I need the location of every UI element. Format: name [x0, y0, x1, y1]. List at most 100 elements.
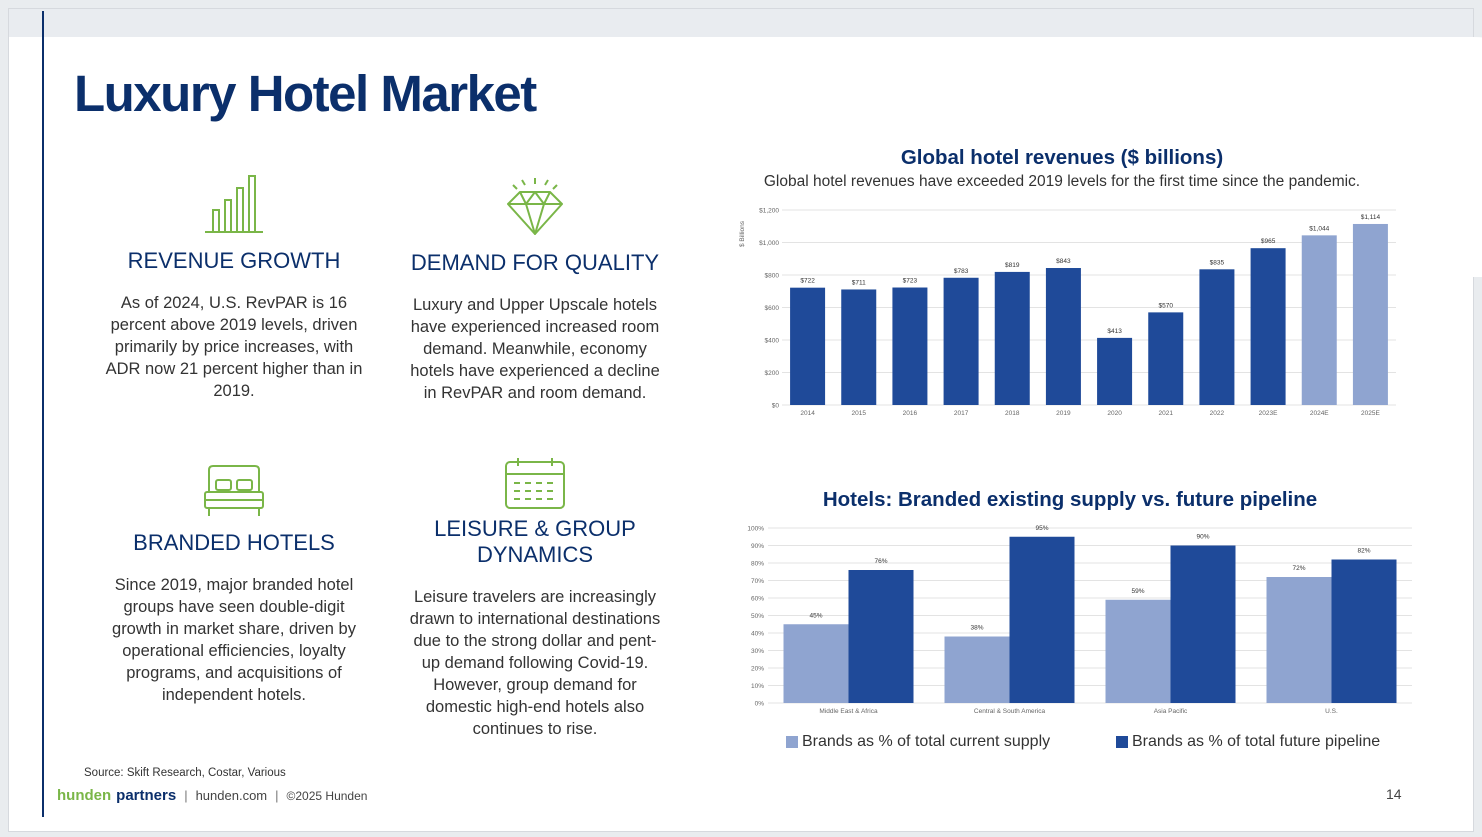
bar-2022: [1199, 269, 1235, 405]
bed-icon: [204, 465, 264, 516]
footer-separator: |: [275, 788, 279, 803]
bar-current-supply: [944, 636, 1010, 703]
y-tick-label: 100%: [747, 526, 764, 533]
x-tick-label: 2018: [1005, 410, 1020, 417]
x-tick-label: 2025E: [1361, 410, 1380, 417]
data-label: $783: [954, 268, 969, 275]
x-tick-label: 2022: [1210, 410, 1225, 417]
left-rule: [42, 11, 44, 817]
corner-decoration: [1353, 37, 1482, 277]
data-label: $711: [852, 279, 866, 286]
footer-website[interactable]: hunden.com: [195, 788, 268, 803]
y-tick-label: $800: [765, 273, 780, 280]
legend-swatch: [786, 736, 798, 748]
data-label: $413: [1107, 328, 1122, 335]
y-tick-label: $600: [765, 305, 780, 312]
y-axis-label: $ Billions: [739, 220, 746, 247]
data-label: $1,044: [1309, 225, 1329, 232]
card-heading: DEMAND FOR QUALITY: [410, 250, 660, 275]
data-label: 90%: [1196, 534, 1209, 541]
data-label: $570: [1159, 302, 1174, 309]
y-tick-label: $0: [772, 403, 780, 410]
x-tick-label: 2017: [954, 410, 969, 417]
bar-2018: [994, 271, 1030, 405]
brand-logo-hunden: hunden: [57, 787, 112, 804]
bar-future-pipeline: [1009, 536, 1075, 703]
bar-2014: [790, 287, 826, 405]
legend-item-current-supply: Brands as % of total current supply: [786, 733, 1050, 751]
y-tick-label: 60%: [751, 596, 764, 603]
bar-current-supply: [1105, 599, 1171, 703]
branded-supply-bar-chart: 0% 10% 20% 30% 40% 50% 60% 70% 80% 90% 100% 45% 76% M…: [747, 525, 1412, 715]
footer-copyright: ©2025 Hunden: [286, 789, 368, 803]
bar-future-pipeline: [1170, 545, 1236, 703]
bar-future-pipeline: [1331, 559, 1397, 703]
data-label: 45%: [809, 612, 822, 619]
calendar-icon: [505, 458, 565, 509]
x-tick-label: Asia Pacific: [1154, 708, 1188, 715]
revenue-bar-chart: $0 $200 $400 $600 $800 $1,000 $1,200 $ Billions…: [739, 208, 1396, 417]
bar-2024E: [1301, 235, 1337, 405]
x-tick-label: U.S.: [1325, 708, 1338, 715]
data-label: 82%: [1357, 548, 1370, 555]
data-label: $723: [903, 278, 918, 285]
y-tick-label: $200: [765, 370, 780, 377]
legend-swatch: [1116, 736, 1128, 748]
data-label: $835: [1210, 259, 1225, 266]
x-tick-label: 2014: [800, 410, 815, 417]
card-demand-for-quality: DEMAND FOR QUALITY Luxury and Upper Upsc…: [405, 176, 665, 404]
x-tick-label: Central & South America: [974, 708, 1046, 715]
data-label: 72%: [1292, 565, 1305, 572]
card-body: As of 2024, U.S. RevPAR is 16 percent ab…: [105, 294, 363, 400]
card-body: Since 2019, major branded hotel groups h…: [112, 576, 356, 704]
bar-2017: [943, 277, 979, 405]
card-heading: BRANDED HOTELS: [133, 530, 335, 555]
y-tick-label: 40%: [751, 631, 764, 638]
card-body: Leisure travelers are increasingly drawn…: [409, 588, 661, 738]
chart1-subtitle: Global hotel revenues have exceeded 2019…: [763, 173, 1361, 190]
data-label: $965: [1261, 238, 1276, 245]
bar-2021: [1148, 312, 1184, 405]
card-revenue-growth: REVENUE GROWTH As of 2024, U.S. RevPAR i…: [104, 174, 364, 402]
data-label: 76%: [874, 558, 887, 565]
y-tick-label: 30%: [751, 648, 764, 655]
y-tick-label: 50%: [751, 613, 764, 620]
legend-label: Brands as % of total current supply: [802, 733, 1051, 750]
y-tick-label: $1,000: [759, 240, 779, 247]
x-tick-label: Middle East & Africa: [819, 708, 878, 715]
footer: hunden partners | hunden.com | ©2025 Hun…: [57, 787, 367, 804]
bar-2019: [1045, 268, 1081, 405]
legend-label: Brands as % of total future pipeline: [1132, 733, 1381, 750]
x-tick-label: 2020: [1107, 410, 1122, 417]
y-tick-label: 70%: [751, 578, 764, 585]
page-title: Luxury Hotel Market: [74, 65, 537, 122]
data-label: $1,114: [1361, 214, 1381, 221]
data-label: 95%: [1035, 525, 1048, 532]
bar-2025E: [1352, 223, 1388, 405]
y-tick-label: 90%: [751, 543, 764, 550]
card-heading: REVENUE GROWTH: [127, 248, 341, 273]
data-label: $722: [800, 278, 815, 285]
chart2-title: Hotels: Branded existing supply vs. futu…: [822, 488, 1318, 511]
x-tick-label: 2019: [1056, 410, 1071, 417]
bar-2015: [841, 289, 877, 405]
footer-separator: |: [184, 788, 188, 803]
card-heading: LEISURE & GROUP DYNAMICS: [434, 516, 636, 567]
x-tick-label: 2023E: [1259, 410, 1278, 417]
card-branded-hotels: BRANDED HOTELS Since 2019, major branded…: [104, 464, 364, 706]
data-label: $819: [1005, 262, 1020, 269]
x-tick-label: 2015: [852, 410, 867, 417]
y-tick-label: $400: [765, 338, 780, 345]
legend-item-future-pipeline: Brands as % of total future pipeline: [1116, 733, 1380, 751]
bar-future-pipeline: [848, 570, 914, 703]
y-tick-label: 0%: [755, 701, 765, 708]
brand-logo-partners: partners: [116, 787, 177, 804]
bar-current-supply: [783, 624, 849, 703]
chart1-title: Global hotel revenues ($ billions): [900, 146, 1224, 169]
data-label: 59%: [1131, 588, 1144, 595]
diamond-icon: [507, 178, 563, 235]
page-number: 14: [1386, 786, 1402, 802]
bar-2016: [892, 287, 928, 405]
top-band: [9, 9, 1473, 37]
bar-2020: [1097, 337, 1133, 405]
